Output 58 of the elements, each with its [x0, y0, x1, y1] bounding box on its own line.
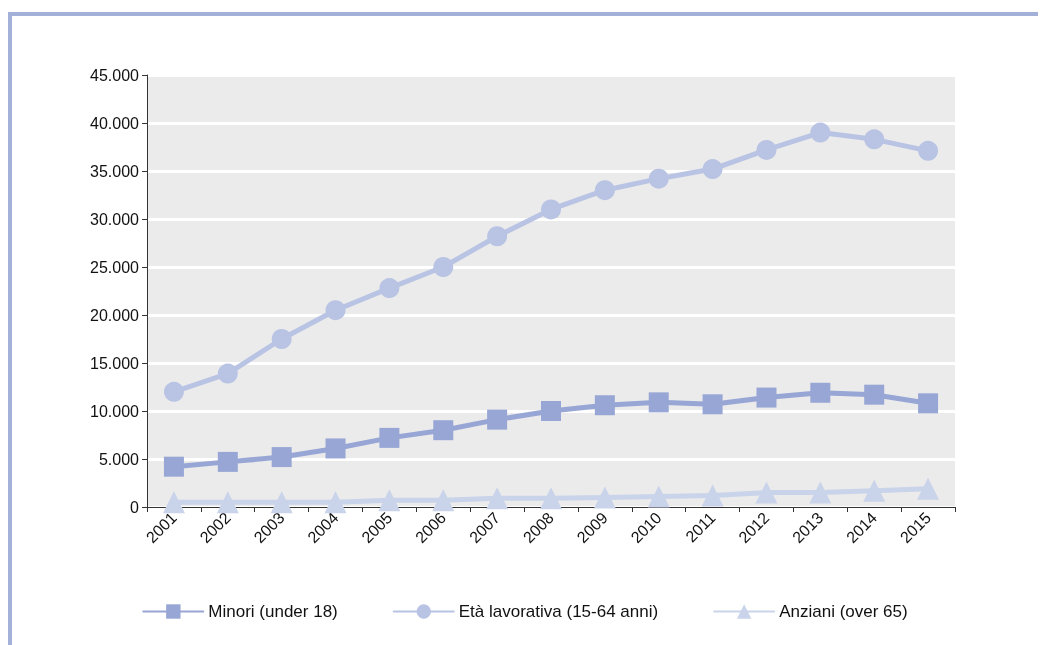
y-tick-label: 20.000	[90, 306, 140, 324]
point	[486, 487, 509, 510]
point	[271, 447, 292, 468]
point	[809, 481, 832, 504]
point	[756, 139, 777, 160]
point	[325, 438, 346, 459]
point	[864, 384, 885, 405]
y-tick-label: 5.000	[98, 450, 140, 468]
y-tick-label: 30.000	[90, 210, 140, 228]
point	[702, 159, 723, 180]
y-tick-label: 35.000	[90, 162, 140, 180]
point	[810, 382, 831, 403]
legend-label: Età lavorativa (15-64 anni)	[458, 602, 659, 621]
point	[217, 363, 238, 384]
point	[270, 491, 293, 514]
point	[702, 394, 723, 415]
point	[918, 393, 939, 414]
point	[163, 456, 184, 477]
point	[918, 140, 939, 161]
point	[594, 180, 615, 201]
point	[594, 395, 615, 416]
point	[487, 409, 508, 430]
point	[648, 392, 669, 413]
y-tick-label: 40.000	[90, 114, 140, 132]
point	[593, 486, 616, 509]
y-tick-label: 25.000	[90, 258, 140, 276]
y-tick-label: 10.000	[90, 402, 140, 420]
point	[540, 487, 562, 510]
point	[701, 484, 724, 507]
point	[325, 300, 346, 321]
point	[433, 420, 454, 441]
y-tick-label: 0	[130, 498, 140, 516]
point	[756, 387, 777, 408]
point	[379, 427, 400, 448]
y-tick-label: 45.000	[90, 66, 140, 84]
point	[647, 485, 670, 508]
point	[163, 381, 184, 402]
point	[810, 122, 831, 143]
point	[487, 226, 508, 247]
point	[217, 451, 238, 472]
point	[378, 489, 401, 512]
point	[648, 168, 669, 189]
point	[541, 401, 561, 421]
point	[379, 278, 400, 299]
point	[541, 199, 561, 220]
point	[324, 491, 347, 514]
point	[917, 477, 940, 500]
point	[863, 479, 886, 502]
point	[864, 129, 885, 150]
point	[216, 491, 239, 514]
y-tick-label: 15.000	[90, 354, 140, 372]
point	[433, 257, 454, 277]
legend-label: Anziani (over 65)	[779, 602, 908, 621]
point	[271, 329, 292, 349]
point	[432, 489, 455, 512]
legend-label: Minori (under 18)	[208, 602, 338, 621]
point	[755, 481, 778, 504]
point	[162, 491, 185, 514]
